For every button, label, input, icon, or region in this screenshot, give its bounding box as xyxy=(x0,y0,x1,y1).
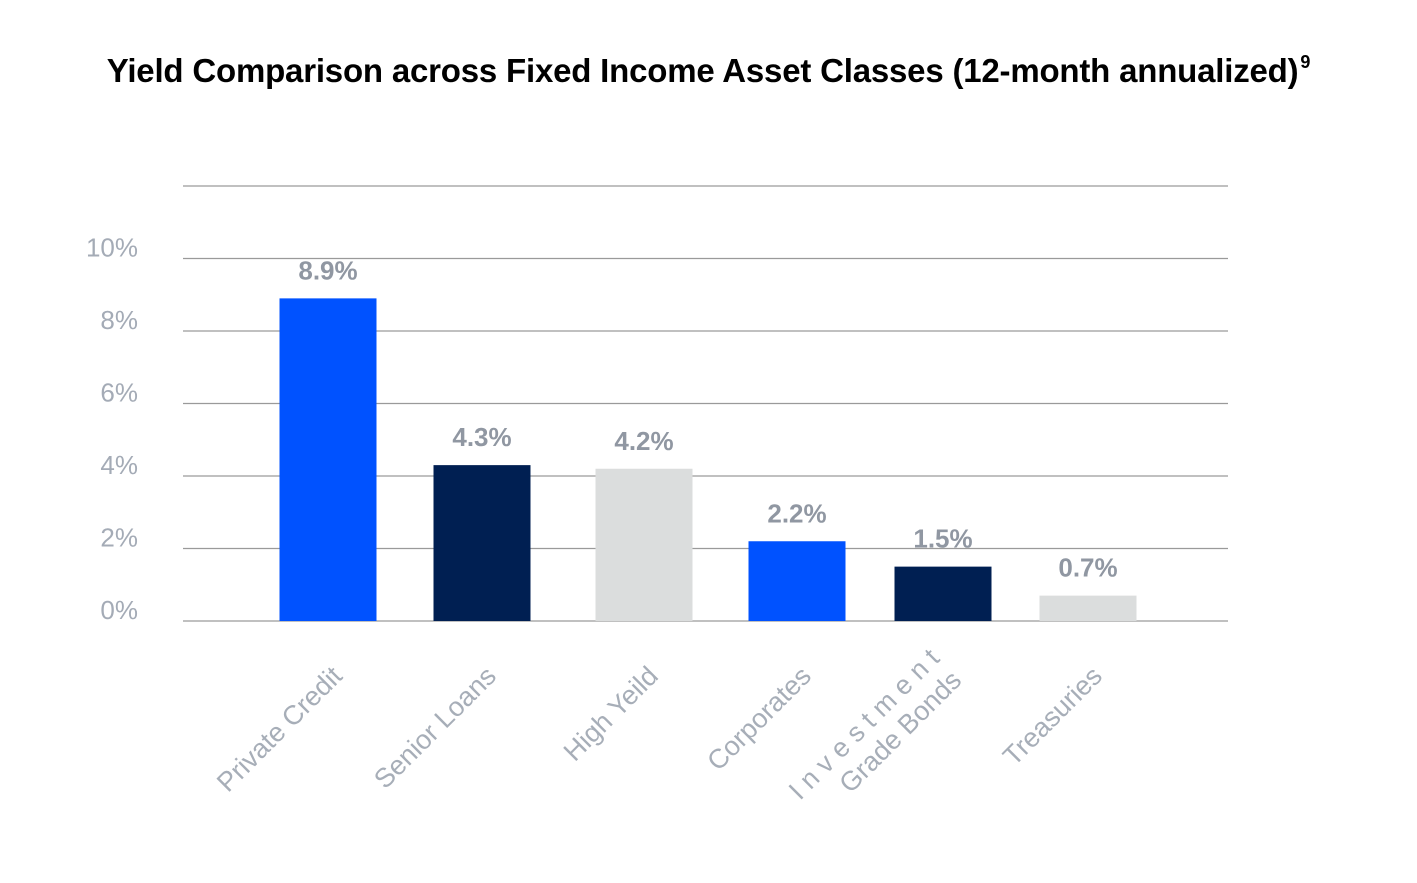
y-tick-label: 10% xyxy=(86,233,138,263)
x-tick-label: Corporates xyxy=(701,661,817,777)
bar xyxy=(894,566,992,621)
bar xyxy=(595,468,693,621)
data-label: 2.2% xyxy=(767,498,826,528)
data-label: 1.5% xyxy=(913,524,972,554)
bar xyxy=(748,541,846,621)
x-tick-label: Private Credit xyxy=(211,660,348,797)
data-label: 4.3% xyxy=(452,422,511,452)
bars xyxy=(279,298,1137,621)
y-tick-label: 2% xyxy=(100,523,138,553)
chart-title-footnote: 9 xyxy=(1300,52,1311,72)
x-axis-ticks: Private Credit Senior Loans High Yeild Corp… xyxy=(211,643,1108,806)
x-tick-label-line: Treasuries xyxy=(997,661,1108,772)
y-tick-label: 8% xyxy=(100,305,138,335)
y-tick-label: 4% xyxy=(100,450,138,480)
bar xyxy=(279,298,377,621)
y-tick-label: 0% xyxy=(100,595,138,625)
chart-title: Yield Comparison across Fixed Income Ass… xyxy=(0,52,1417,90)
y-tick-label: 6% xyxy=(100,378,138,408)
x-tick-label: High Yeild xyxy=(558,661,664,767)
data-labels: 8.9% 4.3% 4.2% 2.2% 1.5% 0.7% xyxy=(298,255,1117,582)
data-label: 4.2% xyxy=(614,426,673,456)
data-label: 0.7% xyxy=(1058,553,1117,583)
x-tick-label-line: High Yeild xyxy=(558,661,664,767)
bar xyxy=(1039,595,1137,621)
x-tick-label: Senior Loans xyxy=(368,661,502,795)
x-tick-label-line: Senior Loans xyxy=(368,661,502,795)
data-label: 8.9% xyxy=(298,255,357,285)
chart-title-text: Yield Comparison across Fixed Income Ass… xyxy=(106,52,1299,89)
x-tick-label-line: Private Credit xyxy=(211,660,348,797)
y-axis-ticks: 0% 2% 4% 6% 8% 10% xyxy=(86,233,138,626)
x-tick-label-line: Corporates xyxy=(701,661,817,777)
x-tick-label: Treasuries xyxy=(997,661,1108,772)
bar xyxy=(433,465,531,621)
